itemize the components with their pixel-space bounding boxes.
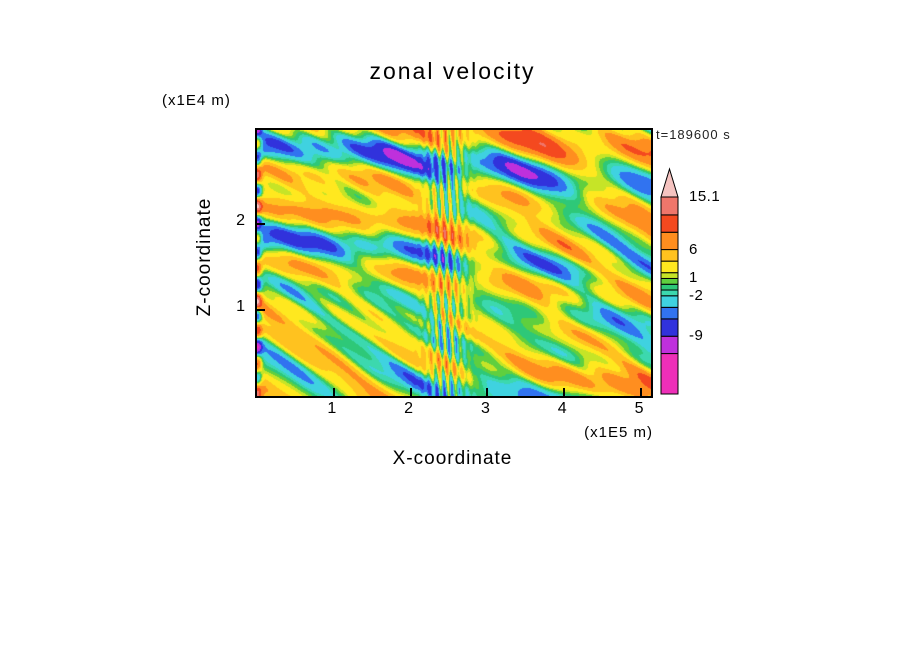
colorbar-segment	[660, 260, 679, 274]
colorbar-label: -9	[689, 327, 704, 345]
colorbar-label: 15.1	[689, 188, 721, 205]
heatmap-canvas	[257, 130, 651, 396]
colorbar-label: 1	[689, 269, 698, 287]
x-axis-tick	[409, 388, 412, 396]
colorbar-segment	[660, 318, 679, 337]
colorbar-segment	[660, 214, 679, 233]
y-axis-tick	[257, 223, 265, 226]
colorbar-segment	[660, 289, 679, 297]
colorbar-label: 6	[689, 240, 698, 258]
x-axis-tick	[563, 388, 566, 396]
x-tick-label: 1	[327, 400, 337, 417]
colorbar-segment	[660, 353, 679, 395]
x-tick-label: 3	[480, 400, 490, 417]
colorbar-segment	[660, 249, 679, 262]
y-axis-label: Z-coordinate	[194, 197, 215, 317]
y-tick-label: 1	[236, 298, 245, 316]
colorbar-segment	[660, 196, 679, 216]
y-axis-tick	[257, 309, 265, 312]
y-axis-unit-label: (x1E4 m)	[162, 92, 231, 109]
x-axis-label: X-coordinate	[392, 448, 513, 469]
y-tick-label: 2	[236, 212, 245, 230]
colorbar-segment	[660, 335, 679, 355]
x-axis-tick	[486, 388, 489, 396]
chart-title: zonal velocity	[369, 58, 536, 84]
plot-area	[255, 128, 653, 398]
colorbar	[660, 167, 679, 395]
x-axis-tick	[332, 388, 335, 396]
colorbar-segment	[660, 306, 679, 320]
colorbar-label: -2	[689, 286, 704, 304]
x-tick-label: 2	[404, 400, 414, 417]
colorbar-segment	[660, 283, 679, 291]
colorbar-arrow	[660, 167, 679, 198]
x-axis-tick	[640, 388, 642, 396]
colorbar-segment	[660, 231, 679, 251]
colorbar-segment	[660, 277, 679, 285]
x-tick-label: 5	[634, 400, 644, 417]
colorbar-segment	[660, 272, 679, 279]
timestamp-label: t=189600 s	[656, 127, 731, 142]
x-tick-label: 4	[557, 400, 567, 417]
x-axis-unit-label: (x1E5 m)	[584, 424, 653, 441]
colorbar-segment	[660, 295, 679, 308]
